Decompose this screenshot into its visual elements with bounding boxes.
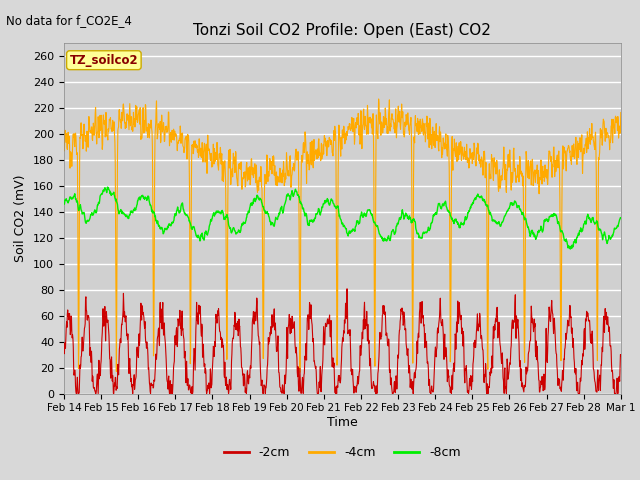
Legend: -2cm, -4cm, -8cm: -2cm, -4cm, -8cm [219, 442, 466, 465]
Text: TZ_soilco2: TZ_soilco2 [70, 54, 138, 67]
Title: Tonzi Soil CO2 Profile: Open (East) CO2: Tonzi Soil CO2 Profile: Open (East) CO2 [193, 23, 492, 38]
Text: No data for f_CO2E_4: No data for f_CO2E_4 [6, 14, 132, 27]
Y-axis label: Soil CO2 (mV): Soil CO2 (mV) [15, 175, 28, 262]
X-axis label: Time: Time [327, 416, 358, 429]
